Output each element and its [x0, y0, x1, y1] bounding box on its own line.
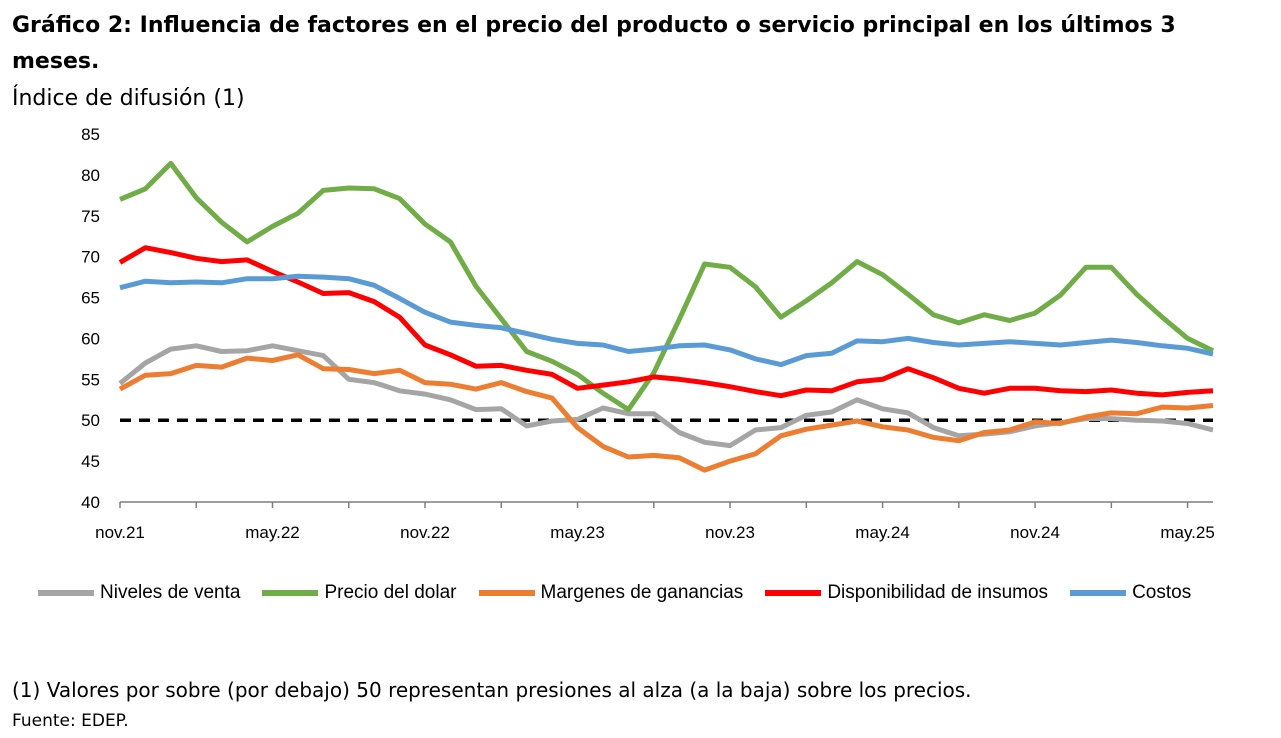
series-line-2	[119, 160, 1215, 413]
series-line-4	[118, 245, 1214, 399]
y-tick-label: 50	[81, 411, 100, 430]
y-tick-label: 60	[81, 329, 100, 348]
legend-swatch	[765, 590, 822, 596]
y-tick-label: 65	[81, 289, 100, 308]
x-tick-label: nov.24	[1010, 523, 1060, 542]
footnote: (1) Valores por sobre (por debajo) 50 re…	[12, 678, 972, 702]
x-tick-label: nov.21	[95, 523, 145, 542]
chart-title: Gráfico 2: Influencia de factores en el …	[12, 13, 1176, 74]
legend-label: Disponibilidad de insumos	[827, 582, 1049, 603]
source-note: Fuente: EDEP.	[12, 711, 129, 731]
y-tick-label: 85	[81, 125, 100, 144]
series-line-5	[119, 273, 1214, 368]
legend-swatch	[38, 590, 94, 596]
series-group	[118, 160, 1215, 473]
x-tick-label: may.23	[550, 523, 605, 542]
y-tick-label: 45	[81, 452, 100, 471]
legend-item-3: Margenes de ganancias	[478, 582, 744, 604]
legend-swatch	[262, 590, 319, 596]
legend-item-1: Niveles de venta	[38, 582, 240, 604]
series-line-3	[118, 352, 1214, 473]
legend-label: Margenes de ganancias	[540, 582, 744, 603]
legend-item-5: Costos	[1070, 582, 1191, 604]
legend-swatch	[478, 590, 535, 596]
chart-subtitle: Índice de difusión (1)	[12, 86, 245, 111]
chart-legend: Niveles de venta Precio del dolar Margenes…	[38, 582, 1213, 604]
x-tick-label: may.22	[245, 523, 300, 542]
legend-label: Niveles de venta	[100, 582, 241, 603]
y-tick-label: 40	[81, 493, 100, 512]
legend-item-2: Precio del dolar	[262, 582, 457, 604]
legend-label: Costos	[1132, 582, 1192, 603]
y-tick-label: 55	[81, 370, 100, 389]
legend-swatch	[1070, 590, 1127, 596]
y-tick-label: 80	[81, 166, 100, 185]
x-tick-label: nov.23	[705, 523, 755, 542]
series-line-1	[118, 343, 1214, 449]
y-tick-label: 75	[81, 207, 100, 226]
y-axis: 40 45 50 55 60 65 70 75 80 85	[81, 125, 100, 512]
legend-label: Precio del dolar	[324, 582, 457, 603]
x-tick-label: nov.22	[400, 523, 450, 542]
legend-item-4: Disponibilidad de insumos	[765, 582, 1048, 604]
x-tick-label: may.25	[1160, 523, 1215, 542]
y-tick-label: 70	[81, 248, 100, 267]
x-tick-label: may.24	[855, 523, 910, 542]
x-axis: nov.21 may.22 nov.22 may.23 nov.23 may.24 nov.…	[95, 501, 1215, 542]
